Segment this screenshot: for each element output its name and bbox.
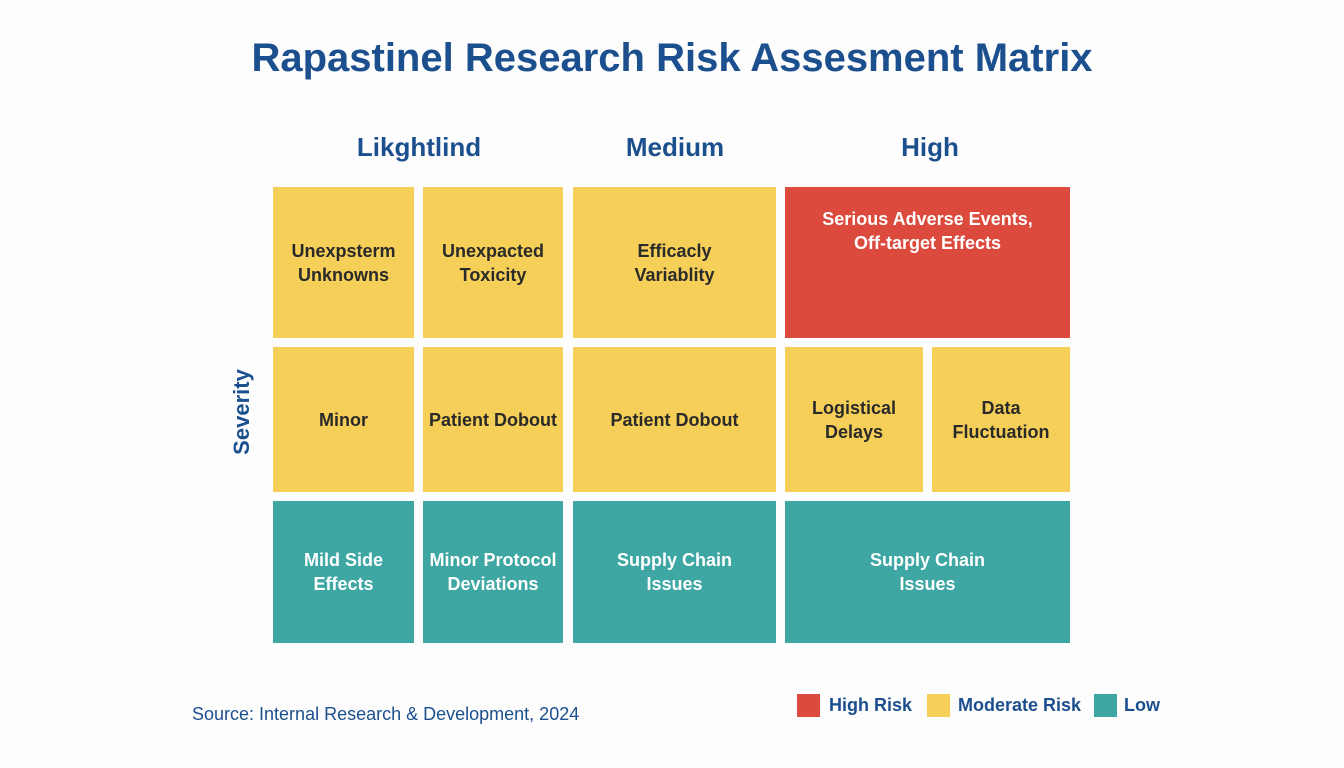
cell-text: Minor [319, 409, 368, 430]
cell-text: Toxicity [459, 264, 527, 285]
legend-label: Low [1124, 695, 1160, 715]
cell-text: Deviations [447, 574, 539, 594]
risk-cell: Data Fluctuation [932, 347, 1070, 492]
cell-text: Data [981, 397, 1021, 418]
source-note: Source: Internal Research & Development,… [192, 704, 580, 724]
cell-text: Minor Protocol [429, 550, 557, 570]
cell-text: Unexpsterm [291, 240, 396, 261]
cell-text: Fluctuation [952, 421, 1050, 442]
cell-text: Effects [313, 574, 374, 594]
cell-text: Supply Chain [616, 550, 732, 570]
risk-cell: Unexpsterm Unknowns [273, 187, 414, 338]
risk-cell: Efficacly Variablity [573, 187, 776, 338]
cell-text: Issues [899, 574, 956, 594]
row-axis-label: Severity [229, 369, 254, 455]
risk-cell: Minor Protocol Deviations [423, 501, 563, 643]
cell-text: Patient Dobout [610, 409, 739, 430]
risk-cell: Supply Chain Issues [573, 501, 776, 643]
column-header: Medium [625, 132, 725, 162]
risk-cell: Unexpacted Toxicity [423, 187, 563, 338]
risk-cell: Patient Dobout [423, 347, 563, 492]
cell-text: Issues [646, 574, 703, 594]
legend-label: Moderate Risk [958, 695, 1082, 715]
risk-cell: Serious Adverse Events, Off-target Effect… [785, 187, 1070, 338]
cell-text: Logistical [811, 397, 896, 418]
risk-cell: Supply Chain Issues [785, 501, 1070, 643]
cell-text: Supply Chain [869, 550, 985, 570]
legend-swatch [797, 694, 820, 717]
cell-text: Unknowns [297, 264, 389, 285]
cell-text: Off-target Effects [853, 233, 1001, 253]
legend-swatch [927, 694, 950, 717]
column-header: High [901, 132, 959, 162]
title: Rapastinel Research Risk Assesment Matri… [251, 36, 1093, 80]
cell-text: Variablity [634, 264, 715, 285]
column-header: Likghtlind [356, 132, 482, 162]
legend-swatch [1094, 694, 1117, 717]
risk-cell: Patient Dobout [573, 347, 776, 492]
cell-text: Patient Dobout [429, 409, 557, 430]
risk-cell: Minor [273, 347, 414, 492]
cell-text: Delays [824, 421, 884, 442]
cell-text: Unexpacted [441, 240, 545, 261]
cell-text: Mild Side [303, 550, 383, 570]
cell-text: Serious Adverse Events, [822, 209, 1033, 229]
cell-text: Efficacly [637, 240, 712, 261]
legend-label: High Risk [829, 695, 913, 715]
risk-cell: Mild Side Effects [273, 501, 414, 643]
risk-cell: Logistical Delays [785, 347, 923, 492]
